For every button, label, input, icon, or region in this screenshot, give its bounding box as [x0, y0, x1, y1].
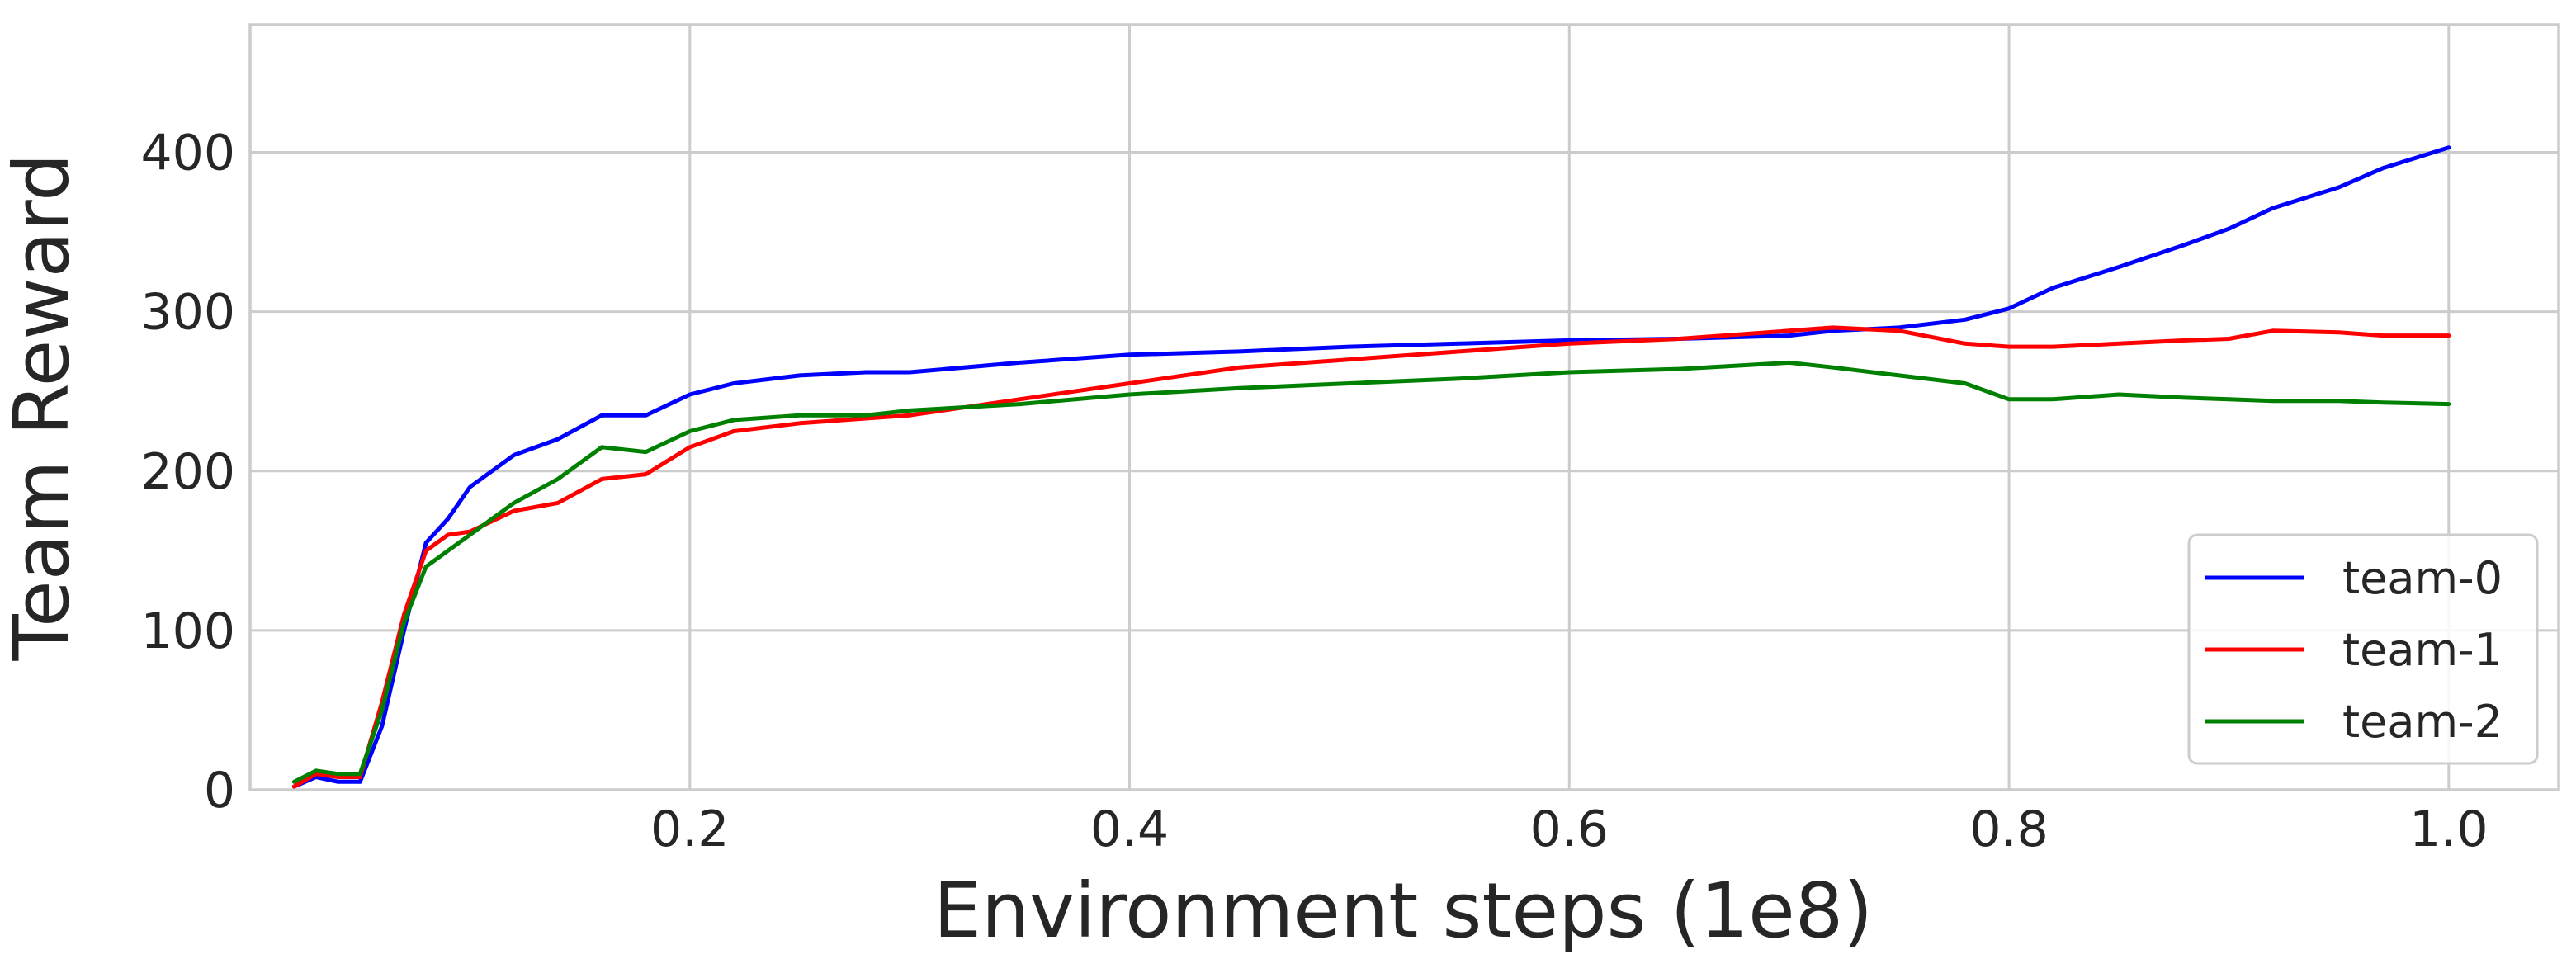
- legend-label-team-0: team-0: [2342, 552, 2503, 604]
- y-tick-label: 400: [140, 125, 235, 182]
- legend-label-team-2: team-2: [2342, 696, 2503, 748]
- series-lines: [291, 145, 2451, 789]
- x-axis-label: Environment steps (1e8): [934, 867, 1873, 955]
- y-tick-label: 100: [140, 602, 235, 660]
- legend-box: [2187, 533, 2539, 765]
- legend-label-team-1: team-1: [2342, 624, 2503, 676]
- series-line-team-1: [291, 325, 2451, 789]
- tick-labels: 0.2 0.4 0.6 0.8 1.0 0 100 200 300 400: [140, 125, 2488, 859]
- y-axis-label: Team Reward: [0, 153, 86, 661]
- x-tick-label: 0.8: [1969, 801, 2048, 858]
- x-tick-label: 0.6: [1530, 801, 1609, 858]
- x-tick-label: 0.2: [650, 801, 729, 858]
- x-tick-label: 0.4: [1090, 801, 1169, 858]
- series-line-team-2: [291, 360, 2451, 784]
- legend: team-0 team-1 team-2: [2187, 533, 2539, 765]
- x-tick-label: 1.0: [2409, 801, 2488, 858]
- legend-items: team-0 team-1 team-2: [2205, 552, 2503, 748]
- series-line-team-0: [291, 145, 2451, 789]
- plot-frame: [248, 23, 2560, 791]
- y-tick-label: 200: [140, 443, 235, 501]
- y-tick-label: 0: [204, 762, 235, 820]
- y-tick-label: 300: [140, 284, 235, 342]
